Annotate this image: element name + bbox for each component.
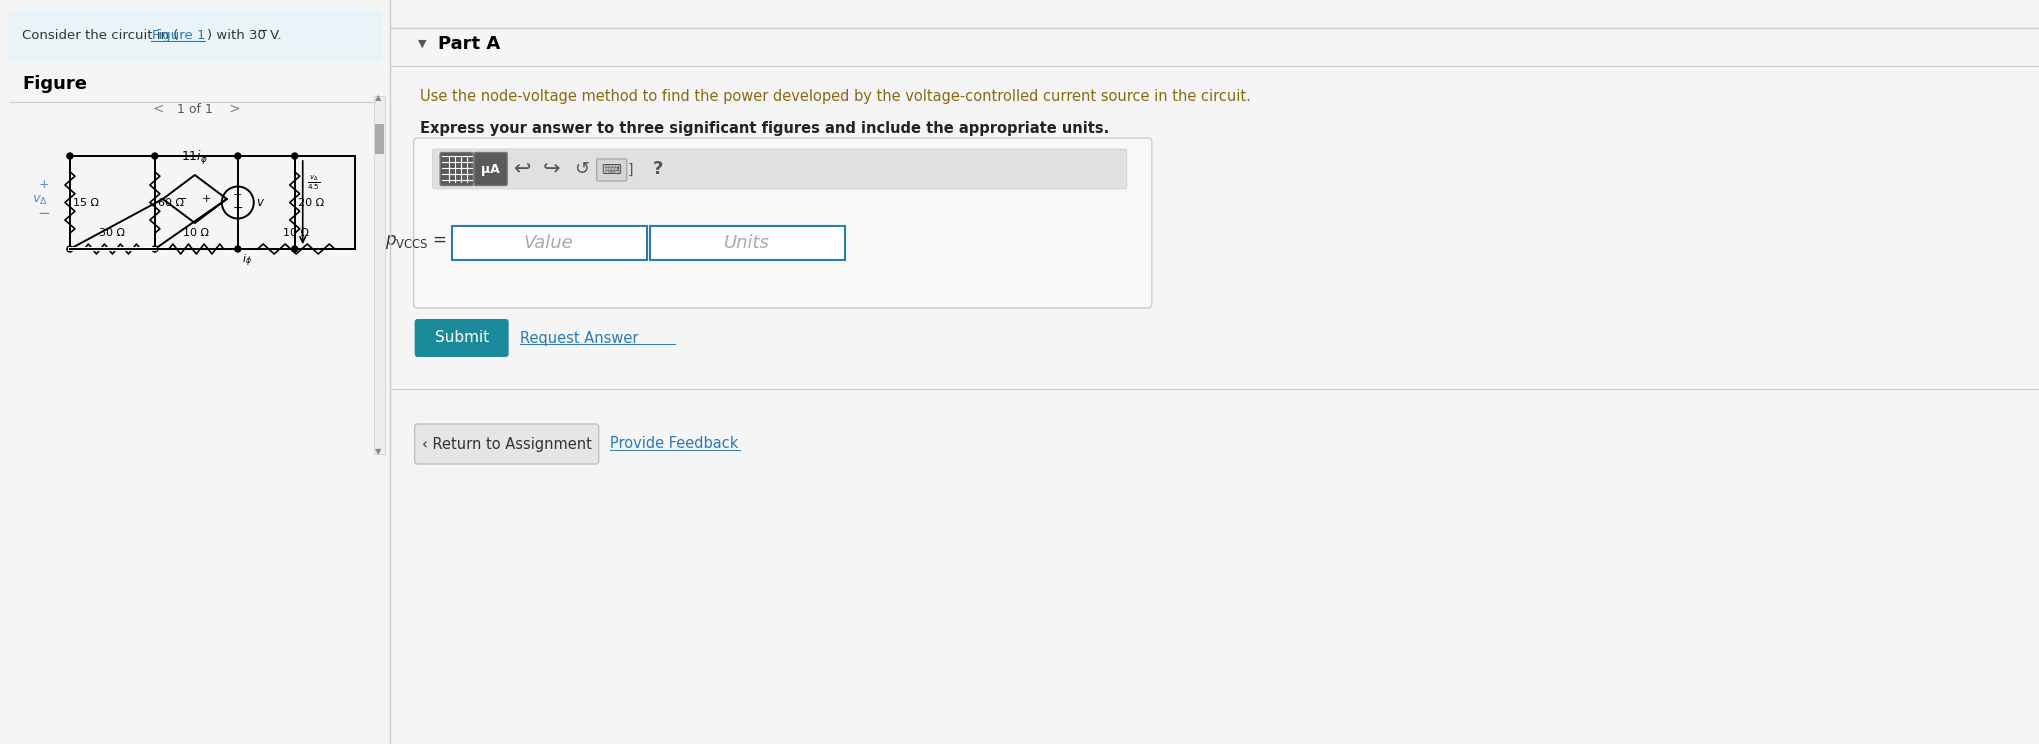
Text: Express your answer to three significant figures and include the appropriate uni: Express your answer to three significant… — [420, 121, 1109, 136]
Circle shape — [67, 153, 73, 159]
Circle shape — [292, 153, 298, 159]
Text: Figure 1: Figure 1 — [151, 30, 206, 42]
Circle shape — [67, 246, 73, 252]
Text: <: < — [153, 102, 163, 116]
FancyBboxPatch shape — [595, 159, 626, 181]
Text: 60 Ω: 60 Ω — [157, 197, 184, 208]
Text: Request Answer: Request Answer — [520, 330, 638, 345]
Text: v: v — [255, 196, 263, 209]
Text: Provide Feedback: Provide Feedback — [610, 437, 738, 452]
Text: ▼: ▼ — [375, 447, 381, 457]
Text: −: − — [177, 194, 188, 204]
Text: ?: ? — [652, 160, 663, 178]
Text: $11i_{\phi}$: $11i_{\phi}$ — [181, 149, 208, 167]
Text: Value: Value — [524, 234, 573, 252]
Text: −: − — [37, 207, 51, 222]
Text: ↪: ↪ — [542, 159, 561, 179]
Circle shape — [292, 246, 298, 252]
Text: 10 Ω: 10 Ω — [184, 228, 210, 238]
Circle shape — [234, 153, 241, 159]
Text: 20 Ω: 20 Ω — [298, 197, 324, 208]
Text: $v_{\Delta}$: $v_{\Delta}$ — [33, 193, 49, 207]
FancyBboxPatch shape — [473, 153, 508, 185]
Text: +: + — [202, 194, 212, 204]
Text: Consider the circuit in (: Consider the circuit in ( — [22, 30, 177, 42]
Text: Figure: Figure — [22, 75, 88, 93]
Text: Use the node-voltage method to find the power developed by the voltage-controlle: Use the node-voltage method to find the … — [420, 89, 1250, 103]
Circle shape — [234, 246, 241, 252]
Text: −: − — [232, 202, 243, 215]
FancyBboxPatch shape — [414, 424, 597, 464]
Text: >: > — [228, 102, 241, 116]
Text: ↩: ↩ — [512, 159, 530, 179]
Circle shape — [151, 153, 157, 159]
FancyBboxPatch shape — [414, 319, 508, 357]
Text: +: + — [39, 178, 49, 190]
Text: 10 Ω: 10 Ω — [283, 228, 310, 238]
Text: Part A: Part A — [438, 35, 500, 53]
Text: ⌨: ⌨ — [602, 163, 622, 177]
Text: 15 Ω: 15 Ω — [73, 197, 98, 208]
Text: +: + — [232, 190, 243, 200]
Text: $i_{\phi}$: $i_{\phi}$ — [243, 253, 251, 269]
FancyBboxPatch shape — [8, 10, 381, 62]
Text: ‹ Return to Assignment: ‹ Return to Assignment — [422, 437, 591, 452]
FancyBboxPatch shape — [373, 96, 385, 454]
FancyBboxPatch shape — [440, 153, 473, 185]
Text: ▼: ▼ — [418, 39, 426, 49]
Text: ↺: ↺ — [573, 160, 589, 178]
Text: ) with 30 V.: ) with 30 V. — [206, 30, 281, 42]
Text: Submit: Submit — [434, 330, 489, 345]
FancyBboxPatch shape — [414, 138, 1152, 308]
Text: Units: Units — [724, 234, 769, 252]
FancyBboxPatch shape — [432, 149, 1126, 189]
Circle shape — [151, 246, 157, 252]
Text: 1 of 1: 1 of 1 — [177, 103, 212, 116]
FancyBboxPatch shape — [451, 226, 646, 260]
FancyBboxPatch shape — [648, 226, 844, 260]
Text: 30 Ω: 30 Ω — [100, 228, 124, 238]
Text: ▲: ▲ — [375, 94, 381, 103]
Text: ]: ] — [628, 163, 632, 177]
Text: μA: μA — [481, 162, 500, 176]
FancyBboxPatch shape — [375, 124, 383, 154]
Text: $p_{\rm VCCS}$ =: $p_{\rm VCCS}$ = — [385, 233, 447, 251]
Text: $\frac{v_{\Delta}}{4.5}$: $\frac{v_{\Delta}}{4.5}$ — [306, 173, 320, 192]
